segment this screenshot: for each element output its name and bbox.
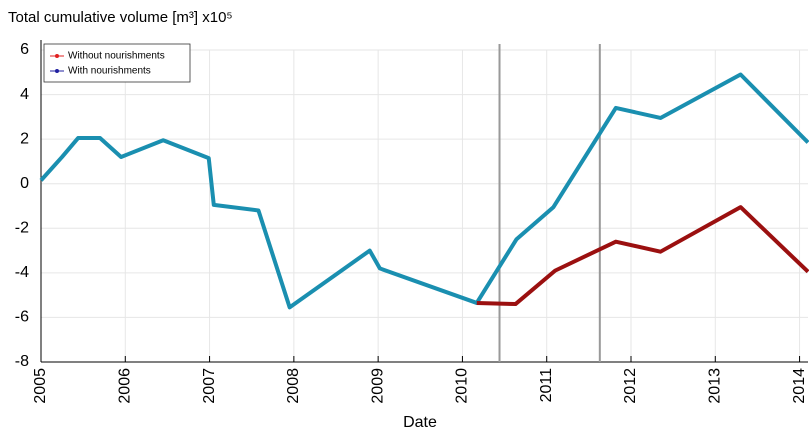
x-tick-label: 2011 <box>538 368 555 403</box>
x-tick-label: 2012 <box>622 368 639 404</box>
x-axis-label: Date <box>403 414 437 431</box>
legend-marker <box>55 69 59 73</box>
x-tick-label: 2005 <box>32 368 49 404</box>
x-tick-label: 2006 <box>117 368 134 404</box>
x-tick-label: 2007 <box>201 368 218 404</box>
chart-title: Total cumulative volume [m³] x10⁵ <box>8 9 233 26</box>
x-tick-label: 2010 <box>454 368 471 404</box>
legend-marker <box>55 54 59 58</box>
legend-box <box>43 43 191 83</box>
y-tick-label: 4 <box>20 86 29 103</box>
legend-label: With nourishments <box>68 66 151 77</box>
y-tick-label: -6 <box>15 309 29 326</box>
y-tick-label: 6 <box>20 41 29 58</box>
y-tick-label: -4 <box>15 264 29 281</box>
x-tick-label: 2008 <box>285 368 302 404</box>
y-tick-label: 0 <box>20 175 29 192</box>
x-tick-label: 2009 <box>369 368 386 404</box>
data-line <box>476 205 809 307</box>
x-tick-label: 2014 <box>791 368 808 404</box>
y-tick-label: -8 <box>15 353 29 370</box>
y-tick-label: 2 <box>20 130 29 147</box>
legend-label: Without nourishments <box>68 51 165 62</box>
legend: Without nourishments With nourishments <box>43 43 191 83</box>
x-tick-label: 2013 <box>707 368 724 404</box>
y-tick-label: -2 <box>15 220 29 237</box>
data-line <box>39 72 809 310</box>
